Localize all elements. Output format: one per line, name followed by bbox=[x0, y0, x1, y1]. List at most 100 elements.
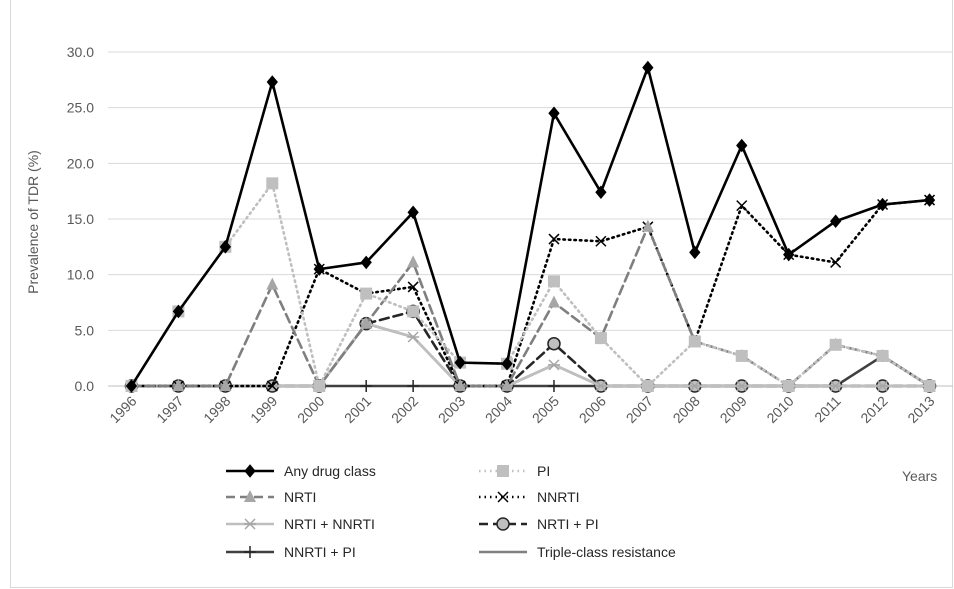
legend-label: NRTI bbox=[284, 489, 316, 505]
x-tick-label: 1999 bbox=[247, 393, 280, 426]
data-point-marker bbox=[783, 247, 795, 262]
y-tick-label: 5.0 bbox=[75, 322, 95, 338]
data-point-marker bbox=[407, 281, 419, 293]
data-point-marker bbox=[266, 380, 278, 392]
legend: Any drug class PI NRTI NNRTI NRTI + NNRTI NRT… bbox=[226, 463, 676, 560]
data-point-marker bbox=[360, 255, 372, 270]
y-tick-label: 10.0 bbox=[67, 267, 94, 283]
x-axis-ticks: 1996 1997 1998 1999 2000 2001 2002 2003 2004 2005… bbox=[106, 386, 938, 426]
data-point-marker bbox=[497, 465, 509, 477]
x-tick-label: 2002 bbox=[388, 393, 421, 426]
x-axis-title: Years bbox=[902, 468, 937, 484]
legend-item: NRTI bbox=[226, 489, 316, 505]
data-point-marker bbox=[642, 60, 654, 75]
data-point-marker bbox=[547, 275, 560, 288]
legend-item: NRTI + NNRTI bbox=[226, 516, 375, 532]
data-point-marker bbox=[454, 379, 467, 391]
data-point-marker bbox=[360, 287, 373, 300]
data-point-marker bbox=[548, 233, 560, 245]
data-point-marker bbox=[594, 332, 607, 345]
legend-label: PI bbox=[537, 463, 550, 479]
data-point-marker bbox=[244, 518, 256, 530]
data-point-marker bbox=[172, 304, 185, 319]
data-point-marker bbox=[923, 193, 936, 207]
y-tick-label: 0.0 bbox=[75, 378, 95, 394]
series-pi bbox=[125, 177, 936, 392]
series-nnrti bbox=[125, 194, 936, 392]
legend-item: PI bbox=[479, 463, 550, 479]
data-point-marker bbox=[407, 255, 420, 268]
legend-item: Triple-class resistance bbox=[479, 544, 676, 560]
legend-label: NNRTI + PI bbox=[284, 544, 356, 560]
series-line bbox=[130, 354, 931, 388]
gridlines bbox=[108, 51, 953, 387]
series-nrti-pi bbox=[124, 304, 937, 393]
data-point-marker bbox=[407, 331, 420, 343]
x-tick-label: 1998 bbox=[200, 393, 233, 426]
data-point-marker bbox=[497, 491, 509, 503]
legend-item: NNRTI + PI bbox=[226, 544, 356, 560]
x-tick-label: 2011 bbox=[811, 393, 844, 426]
data-point-marker bbox=[547, 336, 561, 351]
x-tick-label: 2010 bbox=[763, 393, 796, 426]
data-point-marker bbox=[829, 338, 842, 351]
data-point-marker bbox=[876, 197, 889, 212]
x-tick-label: 2004 bbox=[482, 393, 515, 426]
x-tick-label: 2008 bbox=[670, 393, 703, 426]
data-point-marker bbox=[735, 380, 748, 392]
x-tick-label: 2000 bbox=[294, 393, 327, 426]
x-tick-label: 2013 bbox=[904, 393, 937, 426]
data-point-marker bbox=[688, 335, 701, 348]
data-point-marker bbox=[782, 380, 795, 392]
legend-label: NNRTI bbox=[537, 489, 580, 505]
data-point-marker bbox=[496, 517, 510, 531]
data-point-marker bbox=[244, 546, 256, 558]
legend-label: NRTI + NNRTI bbox=[284, 516, 375, 532]
series-any-drug-class bbox=[125, 60, 936, 393]
y-axis-ticks: 0.0 5.0 10.0 15.0 20.0 25.0 30.0 bbox=[67, 44, 94, 394]
x-tick-label: 2003 bbox=[435, 393, 468, 426]
legend-item: Any drug class bbox=[226, 463, 376, 479]
legend-label: Any drug class bbox=[284, 463, 376, 479]
data-point-marker bbox=[736, 200, 748, 212]
y-tick-label: 30.0 bbox=[67, 44, 94, 60]
data-point-marker bbox=[641, 380, 654, 392]
series-line bbox=[130, 198, 931, 388]
x-tick-label: 1997 bbox=[153, 393, 186, 426]
data-point-marker bbox=[547, 380, 560, 392]
data-point-marker bbox=[454, 355, 466, 370]
data-point-marker bbox=[244, 464, 256, 478]
data-point-marker bbox=[688, 380, 701, 392]
data-point-marker bbox=[548, 106, 560, 121]
data-point-marker bbox=[689, 245, 701, 260]
x-tick-label: 2012 bbox=[857, 393, 890, 426]
data-point-marker bbox=[547, 359, 560, 371]
data-point-marker bbox=[266, 75, 278, 89]
series-line bbox=[130, 322, 931, 388]
data-point-marker bbox=[501, 356, 513, 371]
data-point-marker bbox=[219, 379, 232, 391]
series-nrti-nnrti bbox=[125, 318, 936, 392]
data-point-marker bbox=[407, 305, 420, 318]
data-point-marker bbox=[595, 235, 607, 247]
data-point-marker bbox=[407, 380, 420, 392]
data-point-marker bbox=[125, 379, 138, 393]
data-point-marker bbox=[266, 177, 279, 190]
data-point-marker bbox=[219, 240, 232, 254]
data-point-marker bbox=[244, 490, 256, 502]
series-line bbox=[130, 182, 931, 388]
data-point-marker bbox=[266, 277, 279, 290]
x-tick-label: 2006 bbox=[576, 393, 609, 426]
x-tick-label: 2007 bbox=[623, 393, 656, 426]
legend-label: Triple-class resistance bbox=[537, 544, 676, 560]
y-tick-label: 15.0 bbox=[67, 211, 94, 227]
data-point-marker bbox=[313, 380, 326, 392]
data-point-marker bbox=[595, 185, 607, 200]
x-tick-label: 2009 bbox=[717, 393, 750, 426]
data-point-marker bbox=[641, 219, 654, 232]
data-point-marker bbox=[594, 380, 607, 392]
data-point-marker bbox=[172, 379, 185, 391]
legend-item: NRTI + PI bbox=[479, 516, 599, 532]
legend-label: NRTI + PI bbox=[537, 516, 599, 532]
